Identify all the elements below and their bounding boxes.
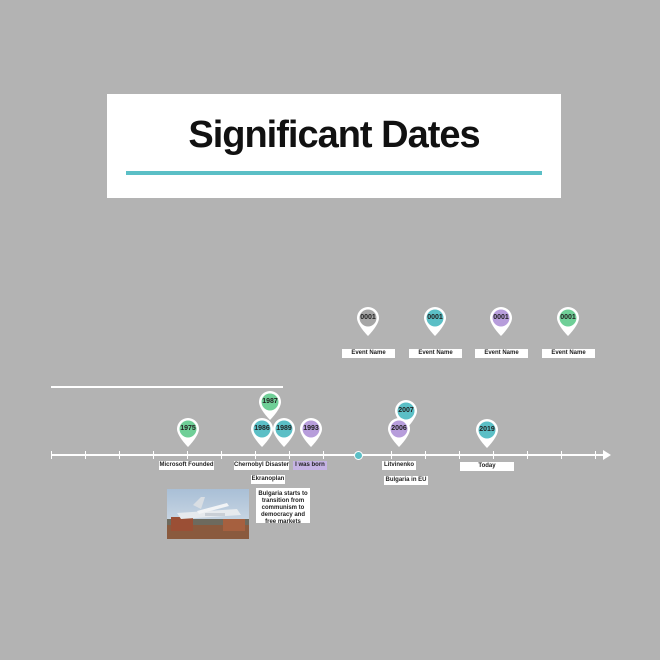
- pin-year: 1986: [254, 425, 270, 432]
- ekranoplan-photo: [167, 489, 249, 539]
- axis-tick: [51, 451, 52, 459]
- axis-tick: [255, 451, 256, 459]
- legend-pin-1: 0001: [355, 305, 381, 337]
- divider-line: [51, 386, 283, 388]
- pin-year: 1987: [262, 398, 278, 405]
- pin-year: 1975: [180, 425, 196, 432]
- axis-tick: [289, 451, 290, 459]
- legend-event-name: Event Name: [475, 349, 528, 358]
- pin-year: 2007: [398, 407, 414, 414]
- legend-event-name: Event Name: [409, 349, 462, 358]
- event-label-ekranoplan: Ekranoplan: [251, 475, 285, 484]
- title-underline: [126, 171, 542, 175]
- pin-1989: 1989: [271, 416, 297, 448]
- pin-1993: 1993: [298, 416, 324, 448]
- pin-2019: 2019: [474, 417, 500, 449]
- pin-year: 1989: [276, 425, 292, 432]
- title-card: Significant Dates: [107, 94, 561, 198]
- legend-pin-2: 0001: [422, 305, 448, 337]
- pin-year: 1993: [303, 425, 319, 432]
- legend-pin-3: 0001: [488, 305, 514, 337]
- axis-tick: [221, 451, 222, 459]
- pin-1987: 1987: [257, 389, 283, 421]
- current-marker-dot: [354, 451, 363, 460]
- event-label-microsoft: Microsoft Founded: [159, 461, 214, 470]
- legend-pin-year: 0001: [360, 314, 376, 321]
- axis-tick: [391, 451, 392, 459]
- pin-1986: 1986: [249, 416, 275, 448]
- pin-1975: 1975: [175, 416, 201, 448]
- event-label-bulgaria-eu: Bulgaria in EU: [384, 476, 428, 485]
- pin-2006: 2006: [386, 416, 412, 448]
- axis-tick: [527, 451, 528, 459]
- legend-pin-year: 0001: [427, 314, 443, 321]
- page-title: Significant Dates: [188, 114, 480, 156]
- legend-pin-4: 0001: [555, 305, 581, 337]
- pin-year: 2019: [479, 426, 495, 433]
- timeline-axis: [51, 454, 605, 456]
- axis-tick: [425, 451, 426, 459]
- event-label-litvinenko: Litvinenko: [382, 461, 416, 470]
- pin-year: 2006: [391, 425, 407, 432]
- event-label-today: Today: [460, 462, 514, 471]
- legend-pin-year: 0001: [560, 314, 576, 321]
- axis-tick: [561, 451, 562, 459]
- legend-pin-year: 0001: [493, 314, 509, 321]
- axis-tick: [323, 451, 324, 459]
- event-label-bulgaria-transition: Bulgaria starts to transition from commu…: [256, 488, 310, 525]
- legend-event-name: Event Name: [342, 349, 395, 358]
- axis-arrow-icon: [603, 450, 611, 460]
- axis-tick: [153, 451, 154, 459]
- axis-tick: [459, 451, 460, 459]
- axis-tick: [119, 451, 120, 459]
- axis-tick: [595, 451, 596, 459]
- event-label-born: I was born: [293, 461, 327, 470]
- legend-event-name: Event Name: [542, 349, 595, 358]
- axis-tick: [493, 451, 494, 459]
- axis-tick: [85, 451, 86, 459]
- axis-tick: [187, 451, 188, 459]
- event-label-chernobyl: Chernobyl Disaster: [234, 461, 290, 470]
